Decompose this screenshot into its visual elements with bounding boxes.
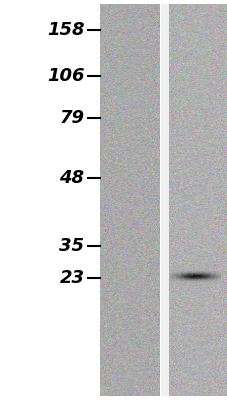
- Text: 35: 35: [59, 237, 84, 255]
- Text: 23: 23: [59, 269, 84, 287]
- Text: 48: 48: [59, 169, 84, 187]
- Bar: [160, 4, 168, 396]
- Text: 106: 106: [47, 67, 84, 85]
- Text: 158: 158: [47, 21, 84, 39]
- Text: 79: 79: [59, 109, 84, 127]
